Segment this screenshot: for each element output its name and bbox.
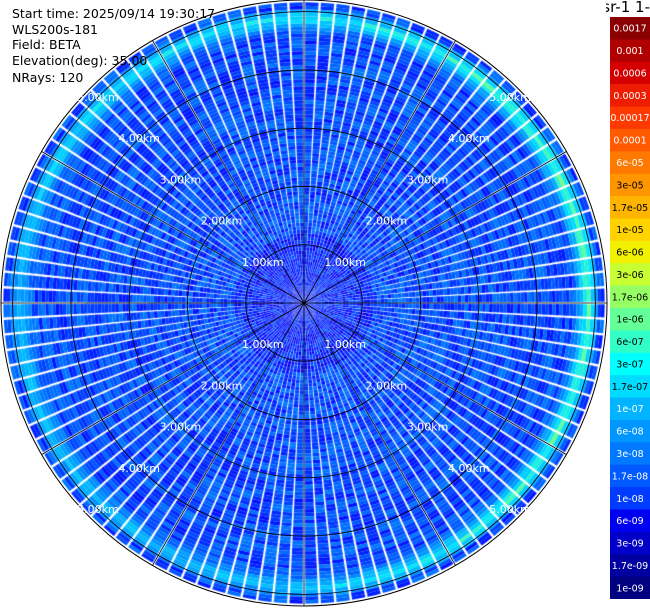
colorbar-swatch bbox=[610, 106, 650, 130]
colorbar-tick-label: 1e-07 bbox=[616, 404, 643, 415]
colorbar-tick-label: 6e-09 bbox=[616, 516, 643, 527]
range-ring-label: 3.00km bbox=[407, 173, 449, 186]
range-ring-label: 2.00km bbox=[366, 215, 408, 228]
colorbar-tick-label: 1.7e-09 bbox=[612, 561, 648, 572]
colorbar-swatch bbox=[610, 509, 650, 533]
radial-line-210deg bbox=[152, 302, 305, 566]
colorbar-swatch bbox=[610, 17, 650, 40]
range-ring-label: 3.00km bbox=[160, 421, 202, 434]
range-ring-label: 5.00km bbox=[489, 503, 531, 516]
range-ring-label: 4.00km bbox=[448, 462, 490, 475]
colorbar-tick-label: 3e-07 bbox=[616, 359, 643, 370]
colorbar-swatch bbox=[610, 285, 650, 309]
colorbar-tick-label: 1.7e-07 bbox=[612, 382, 648, 393]
range-ring-label: 5.00km bbox=[77, 503, 119, 516]
colorbar-swatch bbox=[610, 576, 650, 599]
colorbar-tick-label: 1e-05 bbox=[616, 225, 643, 236]
colorbar-swatch bbox=[610, 39, 650, 63]
colorbar-swatch bbox=[610, 263, 650, 287]
radial-line-150deg bbox=[303, 302, 456, 566]
field-label: Field: BETA bbox=[12, 37, 81, 52]
range-ring-label: 1.00km bbox=[324, 256, 366, 269]
colorbar-tick-label: 0.0003 bbox=[613, 91, 646, 102]
colorbar-swatch bbox=[610, 375, 650, 399]
range-ring-label: 4.00km bbox=[118, 462, 160, 475]
colorbar-swatch bbox=[610, 352, 650, 376]
start-time-label: Start time: 2025/09/14 19:30:17 bbox=[12, 6, 216, 21]
colorbar-tick-label: 6e-07 bbox=[616, 337, 643, 348]
colorbar-swatch bbox=[610, 419, 650, 443]
colorbar-swatch bbox=[610, 442, 650, 466]
colorbar-tick-label: 1.7e-05 bbox=[612, 203, 648, 214]
range-ring-label: 5.00km bbox=[77, 91, 119, 104]
range-ring-label: 4.00km bbox=[448, 132, 490, 145]
colorbar-swatch bbox=[610, 487, 650, 510]
colorbar-tick-label: 1e-06 bbox=[616, 315, 643, 326]
colorbar-tick-label: 1e-08 bbox=[616, 494, 643, 505]
colorbar-tick-label: 6e-08 bbox=[616, 427, 643, 438]
colorbar-swatch bbox=[610, 330, 650, 354]
nrays-label: NRays: 120 bbox=[12, 70, 84, 85]
radial-line-330deg bbox=[152, 40, 305, 304]
radial-line-30deg bbox=[303, 40, 456, 304]
colorbar-swatch bbox=[610, 196, 650, 219]
colorbar-swatch bbox=[610, 128, 650, 152]
colorbar-tick-label: 3e-08 bbox=[616, 449, 643, 460]
range-ring-label: 2.00km bbox=[201, 215, 243, 228]
colorbar-tick-label: 0.001 bbox=[616, 46, 643, 57]
range-ring-label: 4.00km bbox=[118, 132, 160, 145]
colorbar-swatch bbox=[610, 554, 650, 578]
range-ring-label: 3.00km bbox=[407, 421, 449, 434]
elevation-label: Elevation(deg): 35.00 bbox=[12, 53, 148, 68]
range-ring-label: 2.00km bbox=[201, 379, 243, 392]
range-ring-label: 1.00km bbox=[242, 256, 284, 269]
colorbar-swatch bbox=[610, 240, 650, 264]
colorbar-swatch bbox=[610, 84, 650, 108]
colorbar-swatch bbox=[610, 397, 650, 421]
range-ring-label: 5.00km bbox=[489, 91, 531, 104]
colorbar-swatch bbox=[610, 308, 650, 331]
colorbar-swatch bbox=[610, 151, 650, 175]
colorbar-swatch bbox=[610, 218, 650, 242]
colorbar-tick-label: 0.0001 bbox=[613, 136, 646, 147]
range-ring-label: 2.00km bbox=[366, 379, 408, 392]
colorbar-tick-label: 3e-06 bbox=[616, 270, 643, 281]
range-ring-label: 1.00km bbox=[242, 338, 284, 351]
radial-line-300deg bbox=[41, 151, 305, 304]
radial-line-240deg bbox=[41, 302, 305, 455]
range-ring-label: 1.00km bbox=[324, 338, 366, 351]
colorbar-tick-label: 3e-09 bbox=[616, 539, 643, 550]
colorbar-swatch bbox=[610, 61, 650, 85]
colorbar-tick-label: 1.7e-08 bbox=[612, 471, 648, 482]
colorbar-tick-label: 1e-09 bbox=[616, 583, 643, 594]
colorbar-tick-label: 0.00017 bbox=[610, 113, 649, 124]
colorbar-swatch bbox=[610, 173, 650, 197]
colorbar: 0.0017 0.001 0.0006 0.0003 0.00017 0.0001 6e-0… bbox=[610, 17, 650, 599]
colorbar-title: -1 sr-1 bbox=[606, 0, 650, 16]
colorbar-tick-label: 6e-06 bbox=[616, 248, 643, 259]
colorbar-tick-label: 1.7e-06 bbox=[612, 292, 648, 303]
instrument-label: WLS200s-181 bbox=[12, 22, 98, 37]
colorbar-swatch bbox=[610, 531, 650, 555]
range-ring-label: 3.00km bbox=[160, 173, 202, 186]
colorbar-tick-label: 0.0017 bbox=[613, 24, 646, 35]
radial-line-60deg bbox=[303, 151, 567, 304]
radial-line-120deg bbox=[303, 302, 567, 455]
colorbar-swatch bbox=[610, 464, 650, 488]
colorbar-tick-label: 3e-05 bbox=[616, 180, 643, 191]
colorbar-tick-label: 6e-05 bbox=[616, 158, 643, 169]
colorbar-tick-label: 0.0006 bbox=[613, 68, 646, 79]
